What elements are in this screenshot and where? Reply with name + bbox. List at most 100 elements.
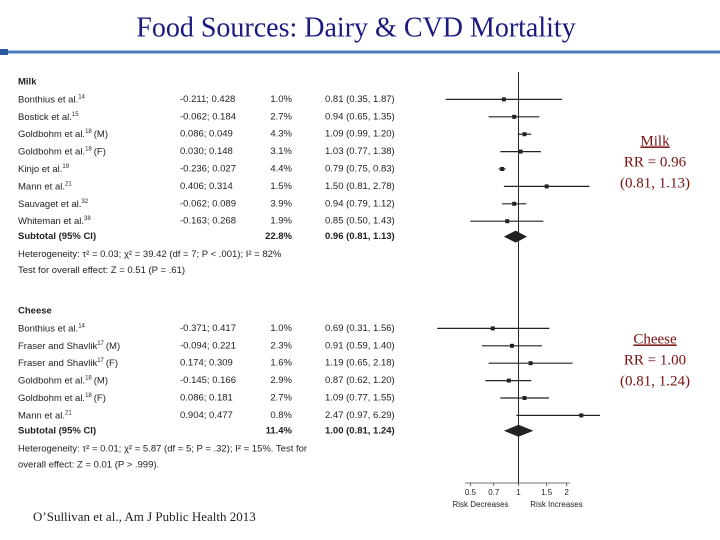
study-label: Mann et al.	[18, 410, 65, 421]
annotation: Cheese	[633, 331, 677, 347]
study-ref: 15	[72, 111, 79, 117]
title-rule-marker	[0, 49, 8, 55]
subtotal-name: Subtotal (95% CI)	[18, 231, 96, 242]
subtotal-diamond	[503, 230, 528, 243]
study-name: Fraser and Shavlik17 (F)	[18, 358, 118, 369]
estimate: 1.19 (0.65, 2.18)	[325, 358, 395, 369]
study-label: Fraser and Shavlik	[18, 340, 97, 351]
annotation: Milk	[640, 133, 670, 149]
study-ref: 18	[85, 393, 92, 399]
study-ref: 38	[84, 216, 91, 222]
study-label: Whiteman et al.	[18, 216, 84, 227]
estimate-marker	[528, 361, 533, 366]
estimate: 1.50 (0.81, 2.78)	[325, 181, 395, 192]
subtotal-weight: 22.8%	[265, 231, 292, 242]
weight: 4.4%	[270, 164, 292, 175]
subtotal-estimate: 0.96 (0.81, 1.13)	[325, 231, 395, 242]
annotation: (0.81, 1.13)	[620, 175, 690, 191]
estimate: 0.69 (0.31, 1.56)	[325, 323, 395, 334]
x-tick-label: 1.5	[541, 488, 553, 497]
weight: 2.3%	[270, 340, 292, 351]
estimate-marker	[512, 201, 517, 206]
study-suffix: (F)	[94, 146, 106, 157]
coef: -0.163; 0.268	[180, 216, 236, 227]
weight: 1.6%	[270, 358, 292, 369]
study-ref: 18	[85, 129, 92, 135]
study-suffix: (F)	[106, 358, 118, 369]
study-ref: 19	[62, 164, 69, 170]
weight: 1.9%	[270, 216, 292, 227]
weight: 3.1%	[270, 146, 292, 157]
estimate-marker	[500, 167, 505, 171]
study-name: Mann et al.21	[18, 410, 72, 421]
coef: -0.211; 0.428	[180, 94, 235, 105]
estimate: 1.09 (0.77, 1.55)	[325, 393, 395, 404]
study-name: Bonthius et al.14	[18, 94, 86, 105]
coef: -0.145; 0.166	[180, 375, 236, 386]
study-name: Fraser and Shavlik17 (M)	[18, 340, 120, 351]
study-name: Goldbohm et al.18 (M)	[18, 375, 108, 386]
citation: O’Sullivan et al., Am J Public Health 20…	[33, 509, 256, 524]
study-label: Bonthius et al.	[18, 94, 78, 105]
study-ref: 17	[97, 358, 104, 364]
estimate: 1.03 (0.77, 1.38)	[325, 146, 395, 157]
estimate-marker	[544, 184, 549, 189]
weight: 3.9%	[270, 198, 292, 209]
estimate: 0.94 (0.79, 1.12)	[325, 198, 395, 209]
study-label: Goldbohm et al.	[18, 129, 85, 140]
study-name: Bonthius et al.14	[18, 323, 86, 334]
weight: 1.0%	[270, 323, 292, 334]
study-label: Kinjo et al.	[18, 164, 62, 175]
weight: 1.0%	[270, 94, 292, 105]
coef: -0.094; 0.221	[180, 340, 236, 351]
coef: 0.406; 0.314	[180, 181, 233, 192]
study-suffix: (F)	[94, 393, 106, 404]
estimate: 0.91 (0.59, 1.40)	[325, 340, 395, 351]
heterogeneity: Heterogeneity: τ² = 0.03; χ² = 39.42 (df…	[18, 249, 282, 260]
weight: 2.7%	[270, 393, 292, 404]
x-label-right: Risk Increases	[530, 500, 582, 509]
study-ref: 14	[78, 94, 85, 100]
heterogeneity: Test for overall effect: Z = 0.51 (P = .…	[18, 265, 185, 276]
study-name: Bostick et al.15	[18, 111, 79, 122]
estimate-marker	[506, 378, 511, 383]
coef: -0.062; 0.184	[180, 111, 236, 122]
estimate: 0.87 (0.62, 1.20)	[325, 375, 395, 386]
estimate-marker	[505, 219, 510, 224]
weight: 2.9%	[270, 375, 292, 386]
estimate-marker	[518, 149, 523, 154]
x-label-left: Risk Decreases	[453, 500, 509, 509]
study-suffix: (M)	[94, 375, 108, 386]
study-name: Goldbohm et al.18 (F)	[18, 146, 106, 157]
annotation: RR = 1.00	[624, 352, 686, 368]
estimate: 2.47 (0.97, 6.29)	[325, 410, 395, 421]
annotation: RR = 0.96	[624, 154, 687, 170]
subtotal-name: Subtotal (95% CI)	[18, 425, 96, 436]
study-ref: 32	[81, 198, 88, 204]
study-suffix: (M)	[94, 129, 108, 140]
coef: 0.086; 0.181	[180, 393, 233, 404]
study-ref: 18	[85, 375, 92, 381]
subtotal-weight: 11.4%	[266, 425, 293, 436]
coef: -0.236; 0.027	[180, 164, 236, 175]
heterogeneity: overall effect: Z = 0.01 (P > .999).	[18, 459, 159, 470]
study-label: Sauvaget et al.	[18, 198, 81, 209]
weight: 0.8%	[270, 410, 292, 421]
study-ref: 18	[85, 146, 92, 152]
x-tick-label: 0.5	[465, 488, 477, 497]
estimate-marker	[512, 114, 517, 119]
study-ref: 14	[78, 323, 85, 329]
subtotal-estimate: 1.00 (0.81, 1.24)	[325, 425, 395, 436]
study-name: Whiteman et al.38	[18, 216, 91, 227]
heterogeneity: Heterogeneity: τ² = 0.01; χ² = 5.87 (df …	[18, 443, 307, 454]
study-label: Goldbohm et al.	[18, 393, 85, 404]
slide-title: Food Sources: Dairy & CVD Mortality	[136, 12, 575, 43]
group-heading: Milk	[18, 77, 37, 88]
estimate: 1.09 (0.99, 1.20)	[325, 129, 395, 140]
coef: 0.174; 0.309	[180, 358, 233, 369]
coef: 0.086; 0.049	[180, 129, 233, 140]
estimate-marker	[522, 396, 527, 400]
study-name: Kinjo et al.19	[18, 164, 70, 175]
study-name: Goldbohm et al.18 (F)	[18, 393, 106, 404]
study-name: Goldbohm et al.18 (M)	[18, 129, 108, 140]
